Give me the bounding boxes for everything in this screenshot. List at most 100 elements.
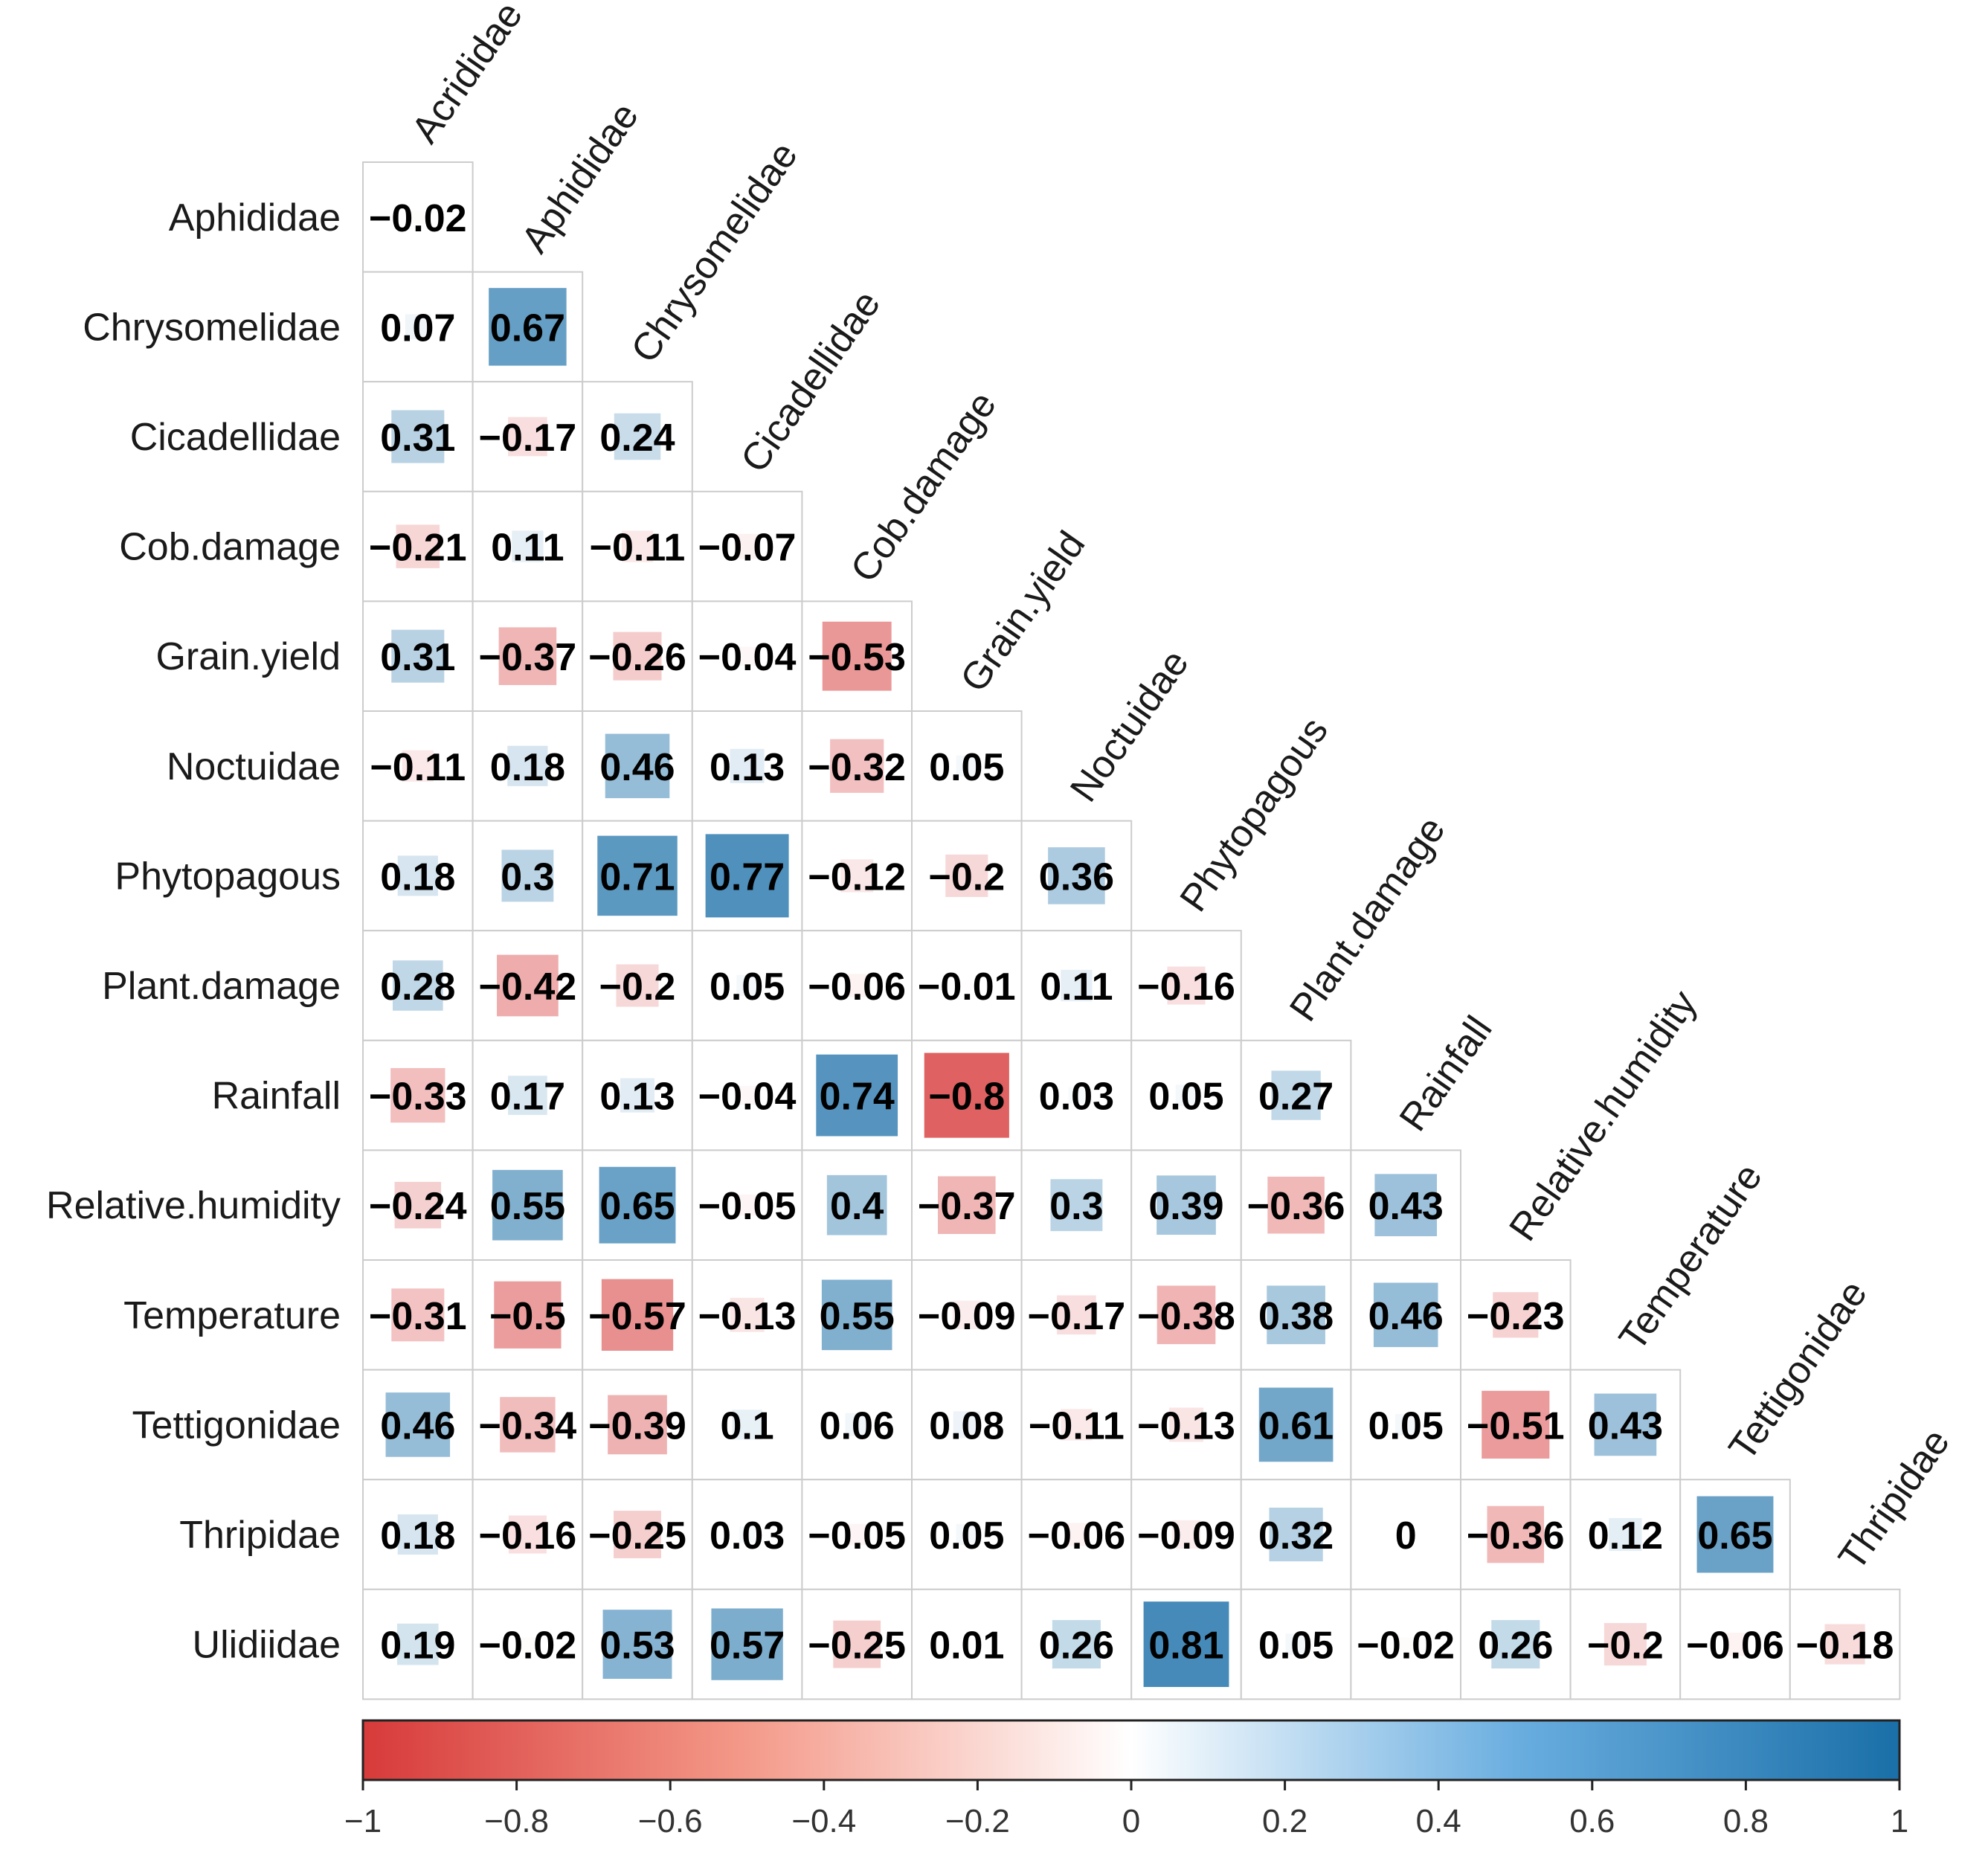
- correlation-value: 0.26: [1039, 1624, 1114, 1668]
- row-label: Rainfall: [212, 1075, 341, 1118]
- correlation-value: −0.12: [808, 855, 906, 899]
- correlation-square: [1285, 1633, 1307, 1655]
- column-label: Thripidae: [1830, 1421, 1958, 1578]
- correlation-square: [390, 1067, 445, 1123]
- correlation-square: [616, 964, 659, 1007]
- correlation-value: −0.26: [588, 636, 686, 679]
- correlation-value: −0.04: [698, 1076, 797, 1119]
- correlation-square: [391, 1288, 445, 1342]
- correlation-square: [1064, 1523, 1089, 1546]
- column-label: Temperature: [1611, 1156, 1771, 1358]
- correlation-square: [396, 1623, 439, 1665]
- correlation-square: [945, 854, 988, 897]
- correlation-square: [492, 1169, 563, 1241]
- colorbar: −1 −0.8 −0.6 −0.4 −0.2 0 0.2 0.4 0.6 0.8 1: [344, 1719, 1908, 1839]
- correlation-square: [1175, 1084, 1197, 1106]
- correlation-square: [962, 1639, 972, 1649]
- correlation-value: −0.36: [1247, 1185, 1345, 1228]
- correlation-square: [501, 849, 554, 902]
- correlation-value: 0.74: [820, 1076, 895, 1119]
- correlation-square: [601, 1279, 674, 1351]
- correlation-square: [602, 1610, 672, 1680]
- row-labels: Aphididae Chrysomelidae Cicadellidae Cob.da…: [46, 196, 341, 1667]
- correlation-value: 0.08: [929, 1404, 1004, 1447]
- row-label: Aphididae: [169, 196, 341, 240]
- correlation-square: [1068, 1087, 1085, 1104]
- correlation-value: 0.46: [1368, 1295, 1444, 1338]
- correlation-value: −0.42: [479, 965, 577, 1009]
- correlation-square: [402, 750, 434, 782]
- column-label: Phytopagous: [1172, 710, 1337, 919]
- correlation-value: −0.11: [590, 527, 686, 570]
- correlation-value: 0.43: [1588, 1404, 1663, 1447]
- correlation-square: [826, 1174, 887, 1235]
- correlation-value: −0.33: [369, 1076, 467, 1119]
- correlation-square: [1271, 1070, 1321, 1120]
- correlation-value: −0.17: [479, 417, 577, 460]
- correlation-square: [833, 1620, 881, 1668]
- correlation-square: [730, 1297, 765, 1332]
- correlation-value: −0.05: [808, 1514, 906, 1558]
- correlation-square: [962, 980, 972, 991]
- correlation-value: −0.57: [588, 1295, 686, 1338]
- correlation-square: [924, 1052, 1009, 1138]
- correlation-value: 0.11: [1040, 965, 1113, 1009]
- correlation-value: 0.57: [710, 1624, 785, 1668]
- correlation-value: 0.05: [1258, 1624, 1334, 1668]
- column-label: Plant.damage: [1281, 809, 1454, 1029]
- correlation-square: [956, 755, 978, 777]
- correlation-square: [1395, 1414, 1417, 1436]
- correlation-value: 0.67: [490, 306, 565, 350]
- correlation-square: [821, 1279, 892, 1351]
- cell-frame: [1460, 1369, 1572, 1481]
- correlation-value: −0.51: [1467, 1404, 1565, 1447]
- correlation-value: −0.32: [808, 746, 906, 789]
- correlation-value: −0.09: [918, 1295, 1016, 1338]
- correlation-value: −0.06: [1028, 1514, 1126, 1558]
- correlation-square: [1057, 1295, 1096, 1335]
- colorbar-tick-label: 0.2: [1262, 1803, 1307, 1839]
- correlation-square: [497, 954, 559, 1017]
- colorbar-tick-label: −0.4: [791, 1803, 856, 1839]
- correlation-square: [1594, 1393, 1657, 1456]
- correlation-square: [512, 530, 544, 562]
- correlation-value: −0.13: [1137, 1404, 1235, 1447]
- correlation-square: [739, 1526, 756, 1543]
- correlation-value: 0.46: [599, 746, 675, 789]
- correlation-square: [953, 1411, 980, 1439]
- correlation-value: 0.05: [1148, 1076, 1223, 1119]
- correlation-square: [956, 1523, 978, 1546]
- correlation-square: [1048, 847, 1105, 904]
- correlation-square: [1267, 1285, 1325, 1345]
- correlation-value: 0.36: [1039, 855, 1114, 899]
- correlation-square: [391, 629, 445, 683]
- colorbar-tick-label: 0.4: [1416, 1803, 1461, 1839]
- colorbar-gradient: [361, 1719, 1901, 1781]
- correlation-square: [489, 288, 567, 366]
- correlation-value: −0.11: [1029, 1404, 1125, 1447]
- correlation-value: 0.13: [599, 1076, 675, 1119]
- correlation-value: −0.04: [698, 636, 797, 679]
- correlation-value: 0.05: [1368, 1404, 1444, 1447]
- correlation-square: [508, 1076, 547, 1115]
- row-label: Chrysomelidae: [83, 306, 341, 349]
- correlation-square: [730, 748, 765, 783]
- colorbar-ticks: −1 −0.8 −0.6 −0.4 −0.2 0 0.2 0.4 0.6 0.8 1: [344, 1780, 1908, 1839]
- row-label: Plant.damage: [102, 965, 341, 1008]
- correlation-square: [1157, 1175, 1216, 1235]
- correlation-square: [1168, 1407, 1204, 1442]
- correlation-value: −0.02: [1357, 1624, 1455, 1668]
- colorbar-tick-label: 1: [1891, 1803, 1908, 1839]
- correlation-square: [597, 835, 678, 916]
- correlation-value: 0.18: [380, 1514, 455, 1558]
- correlation-square: [405, 314, 431, 340]
- colorbar-tick-label: −0.2: [945, 1803, 1010, 1839]
- correlation-value: 0.05: [929, 1514, 1004, 1558]
- correlation-value: −0.11: [370, 746, 466, 789]
- correlation-value: 0.3: [501, 855, 554, 899]
- correlation-value: 0.43: [1368, 1185, 1444, 1228]
- correlation-square: [397, 1514, 438, 1555]
- correlation-square: [620, 1078, 655, 1113]
- correlation-value: 0.13: [710, 746, 785, 789]
